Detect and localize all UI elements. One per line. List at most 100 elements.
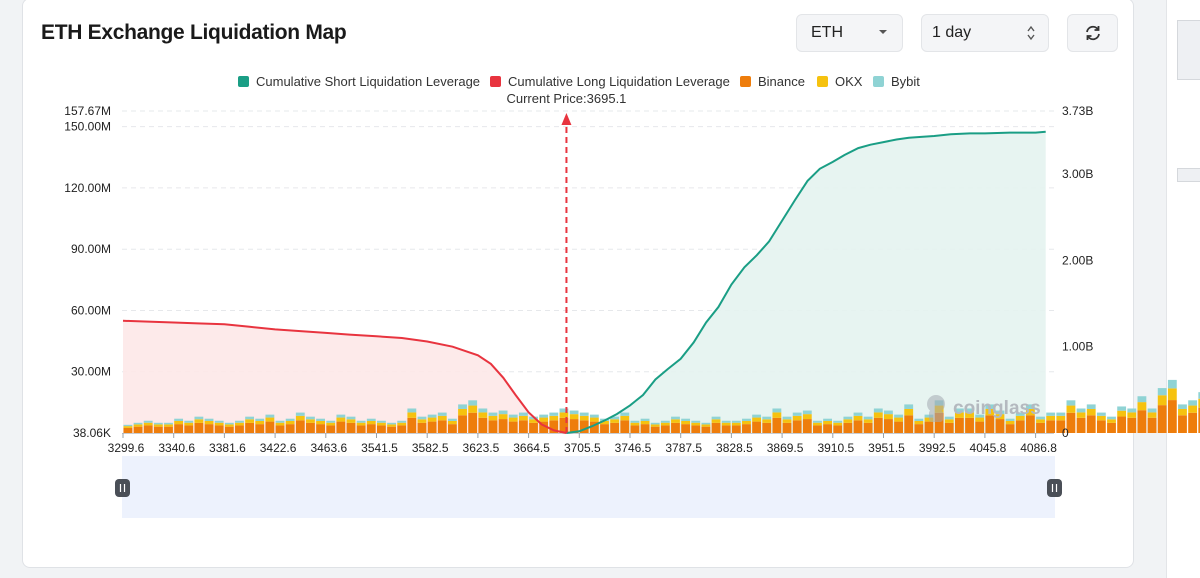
watermark-text: coinglass [953,398,1041,419]
long-area [123,320,567,433]
bar-binance [650,426,660,433]
bar-okx [539,417,549,422]
bar-bybit [468,400,478,406]
bar-okx [1188,405,1198,413]
bar-bybit [660,420,670,423]
bar-binance [1066,412,1076,433]
bar-okx [640,420,650,425]
legend-item[interactable]: Bybit [873,74,920,89]
bar-bybit [235,420,244,423]
bar-binance [843,422,853,433]
legend-label: Binance [758,74,805,89]
bar-okx [884,414,893,420]
bar-okx [731,422,741,426]
bar-okx [965,412,974,418]
bar-okx [377,422,386,426]
slider-handle-body [1047,479,1062,497]
legend-swatch [238,76,249,87]
axes: 38.06K 30.00M 60.00M 90.00M 120.00M 150.00M 15… [64,104,1093,455]
bar-okx [782,419,792,423]
slider-handle-right[interactable] [1047,479,1062,497]
bar-bybit [843,416,853,420]
bar-binance [954,417,964,433]
bar-okx [518,415,528,421]
bar-binance [245,422,255,433]
x-tick: 4045.8 [970,441,1007,455]
bar-binance [518,420,528,433]
bar-bybit [447,418,457,421]
side-panel-item[interactable] [1177,168,1200,182]
page-title: ETH Exchange Liquidation Map [41,21,347,44]
coin-select[interactable]: ETH [796,14,903,52]
bar-bybit [1025,404,1035,409]
slider-handle-left[interactable] [115,479,130,497]
bar-okx [285,420,295,425]
bar-okx [1137,402,1147,411]
bar-bybit [853,412,863,416]
bar-okx [1178,408,1187,416]
legend-item[interactable]: Cumulative Short Liquidation Leverage [238,74,480,89]
range-select[interactable]: 1 day [921,14,1049,52]
bar-bybit [518,412,528,416]
bar-okx [478,412,488,418]
bar-binance [488,420,498,433]
bar-bybit [133,422,143,425]
bar-binance [235,425,244,433]
y-right-tick: 2.00B [1062,253,1093,267]
legend[interactable]: Cumulative Short Liquidation Leverage Cum… [238,74,920,89]
bar-binance [600,424,609,433]
bar-bybit [1117,406,1127,411]
bar-bybit [579,412,589,416]
bar-bybit [721,420,731,423]
bar-bybit [640,418,650,421]
bar-binance [833,425,843,433]
bar-okx [153,424,163,427]
bar-okx [924,417,934,422]
bar-binance [792,420,802,433]
bar-okx [579,415,589,421]
x-tick: 3951.5 [868,441,905,455]
bar-bybit [549,412,559,416]
bar-okx [498,414,508,420]
bar-bybit [559,408,569,413]
bar-okx [306,419,315,423]
watermark-head [927,395,945,413]
legend-item[interactable]: OKX [817,74,863,89]
range-slider[interactable] [115,456,1062,518]
bar-okx [904,408,914,416]
bar-okx [1147,412,1157,418]
bar-binance [417,422,427,433]
bar-binance [995,419,1005,433]
bar-binance [437,420,447,433]
bar-okx [691,422,701,426]
legend-item[interactable]: Cumulative Long Liquidation Leverage [490,74,730,89]
bar-binance [569,419,579,433]
legend-item[interactable]: Binance [740,74,805,89]
bar-bybit [336,414,346,418]
bar-binance [265,421,275,433]
bar-bybit [681,418,691,421]
bar-bybit [478,408,488,413]
x-tick: 3541.5 [361,441,398,455]
bar-binance [721,425,731,433]
up-down-icon [1027,25,1035,41]
bar-binance [1167,400,1177,433]
bar-bybit [589,414,599,418]
bar-binance [924,421,934,433]
side-panel-item[interactable] [1177,20,1200,80]
bar-bybit [285,418,295,421]
bar-bybit [924,414,934,418]
bar-bybit [914,418,924,421]
bar-okx [833,422,843,426]
bar-binance [255,424,265,433]
y-right-tick: 3.73B [1062,104,1093,118]
bar-binance [143,425,153,433]
bar-okx [184,422,194,426]
bar-okx [559,412,569,418]
refresh-button[interactable] [1067,14,1118,52]
bar-binance [691,425,701,433]
bar-binance [508,421,518,433]
bar-okx [711,419,721,423]
x-tick: 3299.6 [108,441,145,455]
bar-binance [975,421,985,433]
